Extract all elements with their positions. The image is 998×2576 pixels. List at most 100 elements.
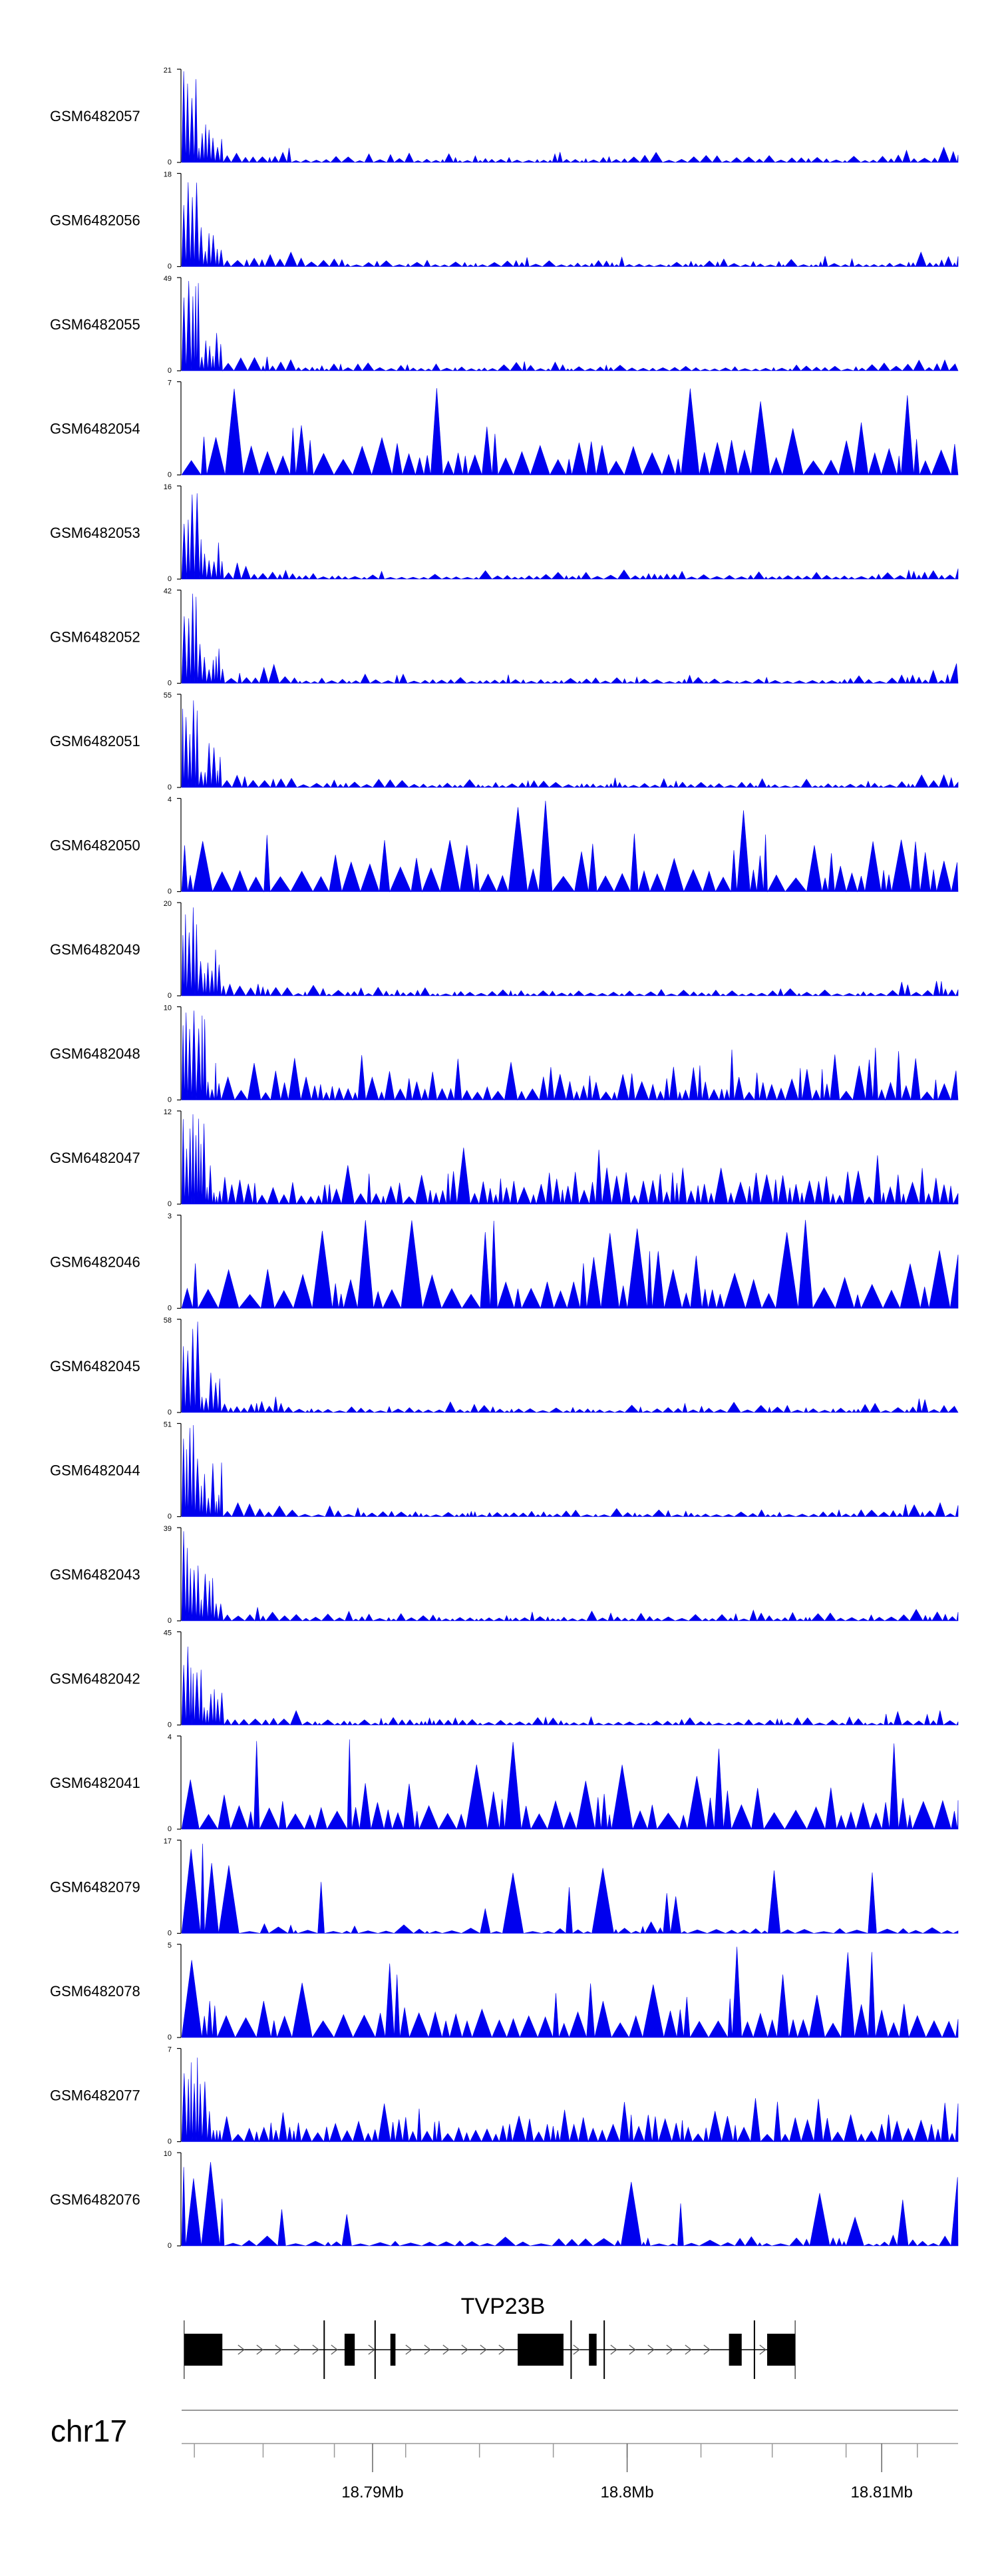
coverage-area [181, 1646, 959, 1726]
track-ymin-label: 0 [168, 887, 172, 895]
coverage-track: GSM6482077 7 0 [50, 2045, 959, 2145]
strand-chevron [424, 2344, 431, 2355]
track-ymin-label: 0 [168, 158, 172, 166]
strand-chevron [331, 2344, 338, 2355]
track-label: GSM6482050 [50, 837, 140, 853]
track-label: GSM6482045 [50, 1358, 140, 1375]
coverage-track: GSM6482044 51 0 [50, 1420, 959, 1520]
track-ymax-label: 49 [164, 275, 172, 283]
strand-chevron [666, 2344, 673, 2355]
coverage-area [181, 2057, 959, 2143]
gene-exon [729, 2334, 742, 2366]
coverage-area [181, 493, 959, 580]
coverage-track: GSM6482049 20 0 [50, 900, 959, 1000]
track-label: GSM6482053 [50, 525, 140, 541]
track-label: GSM6482049 [50, 941, 140, 958]
coverage-area [181, 1321, 959, 1414]
track-ymax-label: 45 [164, 1629, 172, 1637]
track-label: GSM6482044 [50, 1462, 140, 1478]
axis-tick-label: 18.8Mb [601, 2483, 654, 2501]
coverage-area [181, 1946, 959, 2039]
coverage-track: GSM6482043 39 0 [50, 1525, 959, 1625]
coverage-area [181, 1843, 959, 1934]
coverage-area [181, 1424, 959, 1518]
coverage-track: GSM6482052 42 0 [50, 587, 959, 687]
track-label: GSM6482079 [50, 1878, 140, 1895]
strand-chevron [610, 2344, 617, 2355]
coverage-track: GSM6482056 18 0 [50, 170, 959, 270]
track-label: GSM6482046 [50, 1253, 140, 1270]
strand-chevron [312, 2344, 319, 2355]
coverage-area [181, 1739, 959, 1830]
track-ymax-label: 4 [168, 795, 172, 803]
track-ymax-label: 7 [168, 379, 172, 387]
track-ymin-label: 0 [168, 1200, 172, 1208]
coverage-track: GSM6482046 3 0 [50, 1212, 959, 1312]
gene-exon [344, 2334, 355, 2366]
gene-track: TVP23B [184, 2294, 796, 2379]
strand-chevron [275, 2344, 282, 2355]
strand-chevron [256, 2344, 263, 2355]
coverage-area [181, 388, 959, 476]
track-ymax-label: 17 [164, 1837, 172, 1845]
strand-chevron [573, 2344, 580, 2355]
track-ymax-label: 18 [164, 170, 172, 178]
coverage-tracks: GSM6482057210GSM6482056180GSM6482055490G… [50, 67, 959, 2250]
track-ymax-label: 16 [164, 483, 172, 491]
strand-chevron [759, 2344, 766, 2355]
coverage-area [181, 593, 959, 684]
track-label: GSM6482048 [50, 1045, 140, 1062]
track-label: GSM6482042 [50, 1670, 140, 1687]
coverage-track: GSM6482076 10 0 [50, 2150, 959, 2250]
strand-chevron [293, 2344, 301, 2355]
strand-chevron [703, 2344, 711, 2355]
track-ymax-label: 12 [164, 1108, 172, 1116]
coverage-track: GSM6482047 12 0 [50, 1108, 959, 1208]
track-label: GSM6482041 [50, 1775, 140, 1791]
gene-exon [390, 2334, 396, 2366]
axis-tick-label: 18.81Mb [851, 2483, 913, 2501]
track-ymin-label: 0 [168, 1721, 172, 1729]
strand-chevron [647, 2344, 655, 2355]
gene-exon [184, 2334, 223, 2366]
track-label: GSM6482052 [50, 628, 140, 645]
coverage-area [181, 907, 959, 997]
track-ymax-label: 58 [164, 1317, 172, 1325]
track-ymax-label: 10 [164, 2150, 172, 2158]
track-label: GSM6482056 [50, 212, 140, 228]
coverage-track: GSM6482055 49 0 [50, 275, 959, 375]
track-ymin-label: 0 [168, 262, 172, 270]
track-ymax-label: 20 [164, 900, 172, 908]
gene-exon [589, 2334, 597, 2366]
coverage-track: GSM6482051 55 0 [50, 692, 959, 791]
gene-exon [767, 2334, 796, 2366]
coverage-track: GSM6482041 4 0 [50, 1733, 959, 1833]
strand-chevron [461, 2344, 468, 2355]
track-ymax-label: 7 [168, 2045, 172, 2053]
coverage-area [181, 71, 959, 164]
track-ymin-label: 0 [168, 1617, 172, 1625]
axis-tick-label: 18.79Mb [341, 2483, 403, 2501]
track-ymin-label: 0 [168, 1825, 172, 1833]
coverage-area [181, 182, 959, 268]
track-ymin-label: 0 [168, 1929, 172, 1937]
coverage-track: GSM6482079 17 0 [50, 1837, 959, 1937]
coverage-track: GSM6482050 4 0 [50, 795, 959, 895]
chromosome-name-label: chr17 [51, 2414, 127, 2448]
track-ymax-label: 51 [164, 1420, 172, 1428]
coverage-area [181, 281, 959, 372]
coverage-area [181, 1531, 959, 1621]
gene-exon [518, 2334, 564, 2366]
coverage-area [181, 1010, 959, 1101]
track-label: GSM6482043 [50, 1566, 140, 1583]
track-ymin-label: 0 [168, 992, 172, 1000]
track-ymax-label: 42 [164, 587, 172, 595]
track-label: GSM6482077 [50, 2087, 140, 2103]
coverage-area [181, 700, 959, 788]
strand-chevron [480, 2344, 487, 2355]
track-label: GSM6482057 [50, 108, 140, 124]
chromosome-axis: chr17 18.79Mb 18.8Mb 18.81Mb [51, 2410, 958, 2501]
track-ymin-label: 0 [168, 1408, 172, 1416]
track-ymax-label: 10 [164, 1004, 172, 1012]
strand-chevron [685, 2344, 692, 2355]
